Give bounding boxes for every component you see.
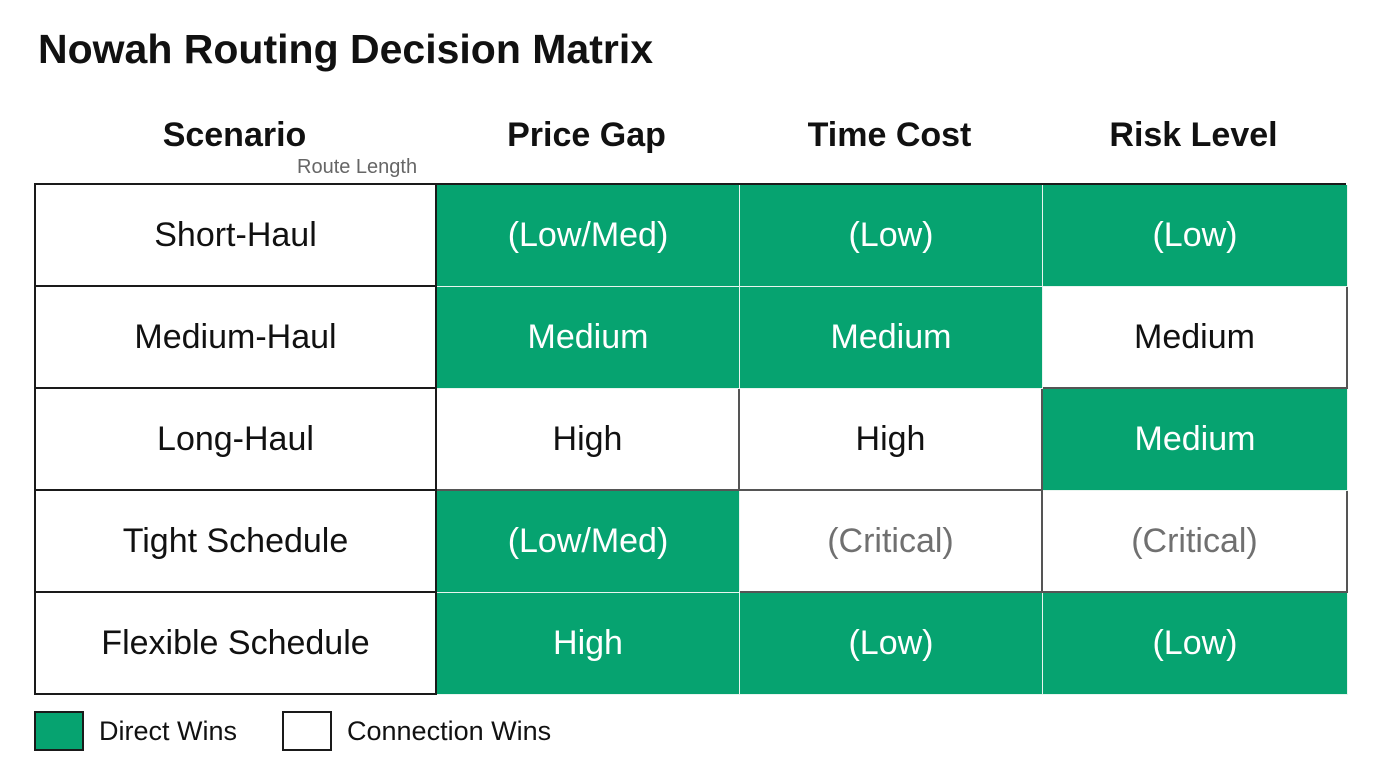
row-label-flexible-schedule: Flexible Schedule — [36, 593, 437, 695]
cell-tight-schedule-price-gap: (Low/Med) — [437, 491, 740, 593]
legend-direct-wins: Direct Wins — [34, 711, 237, 751]
cell-tight-schedule-risk-level: (Critical) — [1043, 491, 1348, 593]
legend-connection-wins: Connection Wins — [282, 711, 551, 751]
cell-tight-schedule-time-cost: (Critical) — [740, 491, 1043, 593]
cell-long-haul-risk-level: Medium — [1043, 389, 1348, 491]
column-header-time-cost: Time Cost — [807, 116, 972, 154]
legend-label-connection: Connection Wins — [347, 715, 552, 746]
cell-short-haul-time-cost: (Low) — [740, 185, 1043, 287]
cell-medium-haul-price-gap: Medium — [437, 287, 740, 389]
column-header-scenario: Scenario — [162, 116, 307, 154]
row-label-medium-haul: Medium-Haul — [36, 287, 437, 389]
cell-flexible-schedule-time-cost: (Low) — [740, 593, 1043, 695]
row-label-short-haul: Short-Haul — [36, 185, 437, 287]
column-header-price-gap: Price Gap — [507, 116, 666, 154]
cell-flexible-schedule-risk-level: (Low) — [1043, 593, 1348, 695]
matrix-grid: Short-Haul (Low/Med) (Low) (Low) Medium-… — [34, 183, 1348, 695]
cell-medium-haul-risk-level: Medium — [1043, 287, 1348, 389]
row-label-tight-schedule: Tight Schedule — [36, 491, 437, 593]
cell-flexible-schedule-price-gap: High — [437, 593, 740, 695]
cell-short-haul-risk-level: (Low) — [1043, 185, 1348, 287]
cell-medium-haul-time-cost: Medium — [740, 287, 1043, 389]
legend-label-direct: Direct Wins — [99, 715, 238, 746]
column-header-risk-level: Risk Level — [1109, 116, 1278, 154]
cell-long-haul-price-gap: High — [437, 389, 740, 491]
cell-long-haul-time-cost: High — [740, 389, 1043, 491]
row-label-long-haul: Long-Haul — [36, 389, 437, 491]
page-title: Nowah Routing Decision Matrix — [38, 26, 654, 72]
legend-swatch-connection — [282, 711, 332, 751]
legend-swatch-direct — [34, 711, 84, 751]
cell-short-haul-price-gap: (Low/Med) — [437, 185, 740, 287]
column-subheader-route-length: Route Length — [297, 156, 418, 178]
